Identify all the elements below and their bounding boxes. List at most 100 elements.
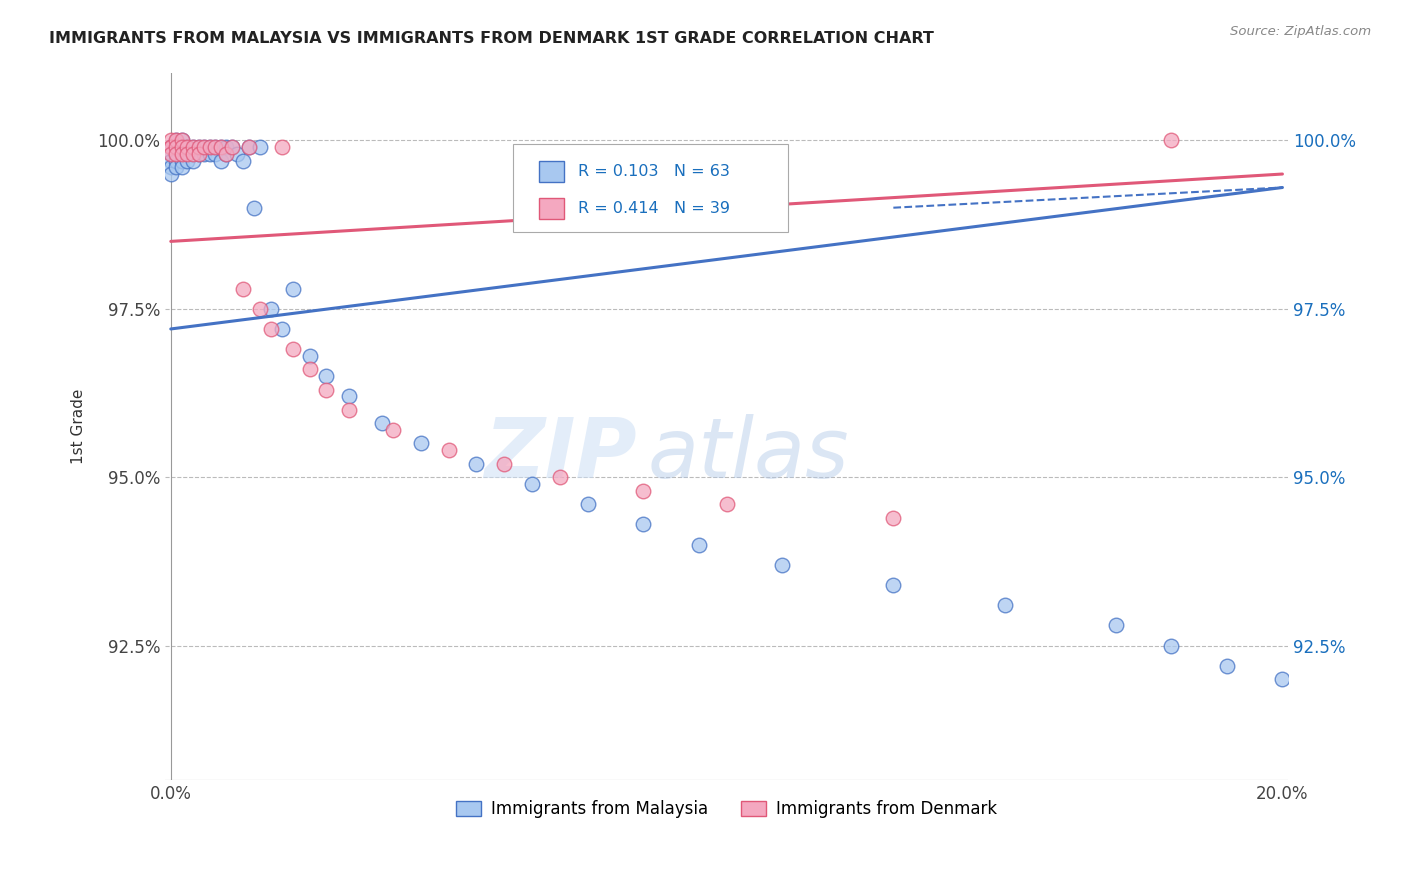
Point bbox=[170, 161, 193, 175]
Point bbox=[215, 146, 238, 161]
Point bbox=[165, 133, 187, 147]
Point bbox=[520, 476, 543, 491]
Point bbox=[382, 423, 405, 437]
Point bbox=[176, 153, 198, 168]
Point bbox=[232, 153, 254, 168]
Point bbox=[193, 140, 215, 154]
Point bbox=[176, 140, 198, 154]
Point bbox=[221, 140, 243, 154]
Point bbox=[221, 140, 243, 154]
Point bbox=[187, 146, 209, 161]
Point bbox=[187, 146, 209, 161]
Point bbox=[494, 457, 516, 471]
Point bbox=[165, 140, 187, 154]
Text: R = 0.103   N = 63: R = 0.103 N = 63 bbox=[578, 164, 730, 179]
Point bbox=[198, 140, 221, 154]
Point bbox=[465, 457, 488, 471]
Point bbox=[315, 369, 337, 384]
Point bbox=[337, 389, 360, 403]
FancyBboxPatch shape bbox=[538, 161, 564, 182]
Text: R = 0.414   N = 39: R = 0.414 N = 39 bbox=[578, 201, 730, 216]
Point bbox=[204, 146, 226, 161]
Point bbox=[298, 362, 321, 376]
Point bbox=[281, 342, 304, 356]
Point bbox=[181, 140, 204, 154]
Point bbox=[271, 140, 294, 154]
Point bbox=[371, 417, 394, 431]
Point bbox=[159, 140, 181, 154]
Point bbox=[170, 146, 193, 161]
Point bbox=[232, 281, 254, 295]
Point bbox=[170, 140, 193, 154]
Point bbox=[170, 153, 193, 168]
Point bbox=[159, 161, 181, 175]
Point bbox=[204, 140, 226, 154]
Y-axis label: 1st Grade: 1st Grade bbox=[72, 389, 86, 465]
Point bbox=[159, 146, 181, 161]
Point bbox=[882, 578, 904, 592]
Point bbox=[193, 140, 215, 154]
Point bbox=[409, 436, 432, 450]
Point bbox=[165, 140, 187, 154]
Point bbox=[1216, 658, 1239, 673]
Point bbox=[249, 140, 271, 154]
Point bbox=[315, 383, 337, 397]
Text: IMMIGRANTS FROM MALAYSIA VS IMMIGRANTS FROM DENMARK 1ST GRADE CORRELATION CHART: IMMIGRANTS FROM MALAYSIA VS IMMIGRANTS F… bbox=[49, 31, 934, 46]
Point bbox=[631, 517, 654, 532]
FancyBboxPatch shape bbox=[538, 198, 564, 219]
Point bbox=[1105, 618, 1128, 632]
Point bbox=[159, 146, 181, 161]
Point bbox=[165, 161, 187, 175]
Point bbox=[209, 140, 232, 154]
Point bbox=[243, 201, 266, 215]
Text: atlas: atlas bbox=[648, 415, 849, 495]
Point bbox=[159, 167, 181, 181]
Point bbox=[181, 153, 204, 168]
Point bbox=[260, 301, 283, 316]
Point bbox=[159, 140, 181, 154]
Point bbox=[170, 133, 193, 147]
Point bbox=[176, 140, 198, 154]
Point bbox=[215, 140, 238, 154]
Point bbox=[226, 146, 249, 161]
Point bbox=[281, 281, 304, 295]
Point bbox=[209, 153, 232, 168]
Point bbox=[165, 153, 187, 168]
Point bbox=[187, 140, 209, 154]
Text: ZIP: ZIP bbox=[484, 415, 637, 495]
FancyBboxPatch shape bbox=[513, 144, 789, 232]
Point bbox=[181, 146, 204, 161]
Point bbox=[170, 140, 193, 154]
Point bbox=[215, 146, 238, 161]
Point bbox=[165, 146, 187, 161]
Point bbox=[271, 322, 294, 336]
Point bbox=[159, 140, 181, 154]
Point bbox=[159, 153, 181, 168]
Point bbox=[187, 140, 209, 154]
Point bbox=[165, 140, 187, 154]
Point bbox=[249, 301, 271, 316]
Point bbox=[198, 140, 221, 154]
Point bbox=[165, 133, 187, 147]
Point bbox=[170, 146, 193, 161]
Point bbox=[437, 443, 460, 458]
Text: Source: ZipAtlas.com: Source: ZipAtlas.com bbox=[1230, 25, 1371, 38]
Point bbox=[159, 133, 181, 147]
Point bbox=[993, 598, 1015, 612]
Point bbox=[198, 146, 221, 161]
Point bbox=[688, 537, 710, 551]
Point bbox=[181, 140, 204, 154]
Point bbox=[770, 558, 793, 572]
Point bbox=[176, 146, 198, 161]
Point bbox=[631, 483, 654, 498]
Point bbox=[165, 146, 187, 161]
Point bbox=[238, 140, 260, 154]
Point bbox=[176, 140, 198, 154]
Point bbox=[170, 133, 193, 147]
Point bbox=[260, 322, 283, 336]
Point bbox=[882, 510, 904, 524]
Point bbox=[181, 146, 204, 161]
Point bbox=[1160, 133, 1182, 147]
Point bbox=[576, 497, 599, 511]
Point bbox=[1271, 672, 1294, 686]
